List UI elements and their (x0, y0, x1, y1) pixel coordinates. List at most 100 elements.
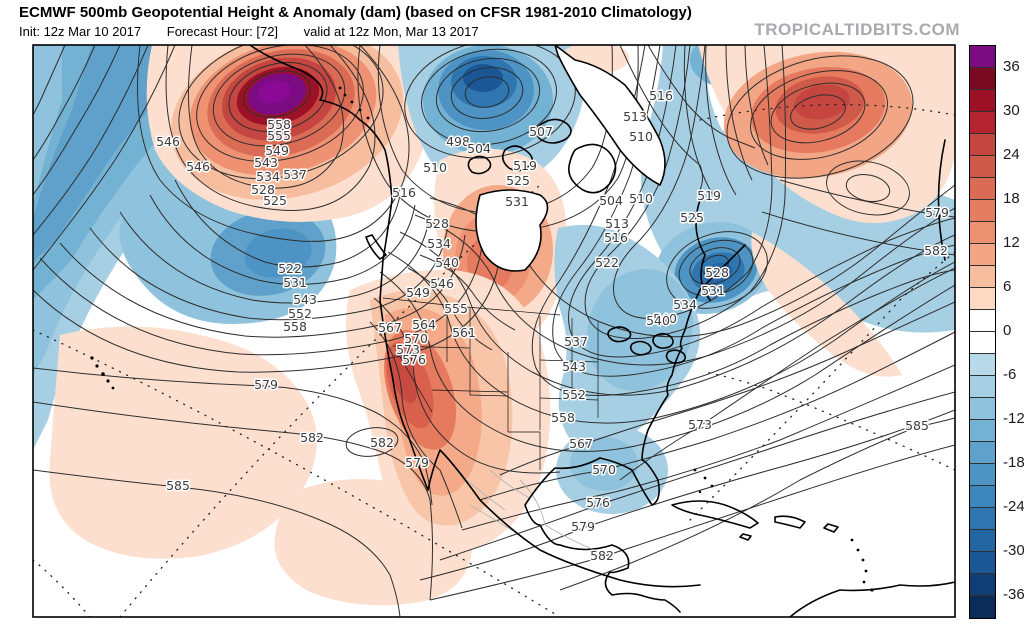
contour-label: 582 (300, 430, 324, 445)
contour-line (387, 251, 955, 424)
contour-line (826, 160, 910, 216)
colorbar-tick-label: -6 (1003, 366, 1017, 383)
anomaly-fill-region (257, 80, 291, 104)
graticule-line (704, 371, 955, 471)
colorbar-tick-label: -12 (1003, 410, 1024, 427)
contour-label: 519 (697, 188, 721, 203)
contour-label: 528 (251, 182, 275, 197)
contour-label: 561 (452, 325, 476, 340)
contour-line (174, 179, 401, 268)
contour-line (178, 45, 384, 180)
contour-line (165, 45, 376, 211)
colorbar-tick-label: -30 (1003, 542, 1024, 559)
island-dot (95, 364, 99, 368)
coastline (629, 340, 652, 356)
coastline (535, 118, 572, 144)
subtitle-line: Init: 12z Mar 10 2017 Forecast Hour: [72… (19, 24, 501, 39)
colorbar-segment (970, 530, 995, 552)
contour-label: 546 (156, 134, 180, 149)
colorbar-tick-label: 18 (1003, 190, 1020, 207)
contour-line (243, 70, 311, 118)
mexico-state-border (489, 469, 531, 499)
colorbar-segment (970, 310, 995, 332)
contour-line (33, 401, 433, 601)
contour-label: 573 (396, 342, 420, 357)
colorbar-segment (970, 134, 995, 156)
contour-line (726, 55, 914, 179)
colorbar-segment (970, 178, 995, 200)
colorbar-segment (970, 398, 995, 420)
colorbar-segment (970, 112, 995, 134)
state-border (469, 394, 509, 397)
coastline (774, 515, 806, 529)
contour-label: 510 (423, 160, 447, 175)
coastline (567, 143, 617, 194)
coastline (652, 332, 674, 349)
contour-label: 576 (586, 495, 610, 510)
contour-label: 534 (427, 236, 451, 251)
coastline (695, 199, 711, 301)
colorbar-segment (970, 552, 995, 574)
contour-line (429, 444, 955, 601)
contour-label: 552 (288, 306, 312, 321)
island-dot (870, 588, 874, 592)
contour-label: 585 (905, 418, 929, 433)
colorbar-tick-label: 0 (1003, 322, 1012, 339)
state-border (508, 431, 541, 470)
contour-line (744, 45, 769, 166)
contour-label: 537 (283, 167, 307, 182)
contour-line (407, 267, 493, 351)
contour-label: 549 (265, 143, 289, 158)
init-time: Init: 12z Mar 10 2017 (19, 24, 142, 39)
contour-line (33, 45, 176, 271)
contour-label: 510 (629, 191, 653, 206)
contour-line (479, 331, 955, 501)
island-dot (338, 86, 342, 90)
island-dot (343, 93, 347, 97)
contour-label: 543 (293, 292, 317, 307)
contour-line (33, 367, 433, 506)
contour-label: 579 (405, 455, 429, 470)
contour-label: 528 (705, 265, 729, 280)
contour-line (33, 45, 149, 236)
contour-line (345, 427, 399, 457)
colorbar-segment (970, 200, 995, 222)
contour-line (59, 234, 466, 338)
contour-label: 567 (378, 320, 402, 335)
anomaly-fill-region (390, 353, 418, 403)
contour-label: 582 (370, 435, 394, 450)
coastline (559, 544, 681, 613)
colorbar-segment (970, 266, 995, 288)
coastline (475, 189, 549, 272)
coastline (554, 45, 666, 186)
island-dots (90, 86, 874, 592)
island-dot (850, 538, 854, 542)
colorbar-segment (970, 420, 995, 442)
island-dot (864, 569, 868, 573)
watermark-text: TROPICALTIDBITS.COM (754, 20, 960, 39)
page-title: ECMWF 500mb Geopotential Height & Anomal… (19, 4, 692, 21)
contour-line (461, 364, 955, 531)
contour-line (137, 45, 410, 242)
colorbar-segment (970, 332, 995, 354)
contour-label: 513 (623, 109, 647, 124)
contour-label: 540 (435, 255, 459, 270)
island-dot (693, 468, 697, 472)
coastline (501, 145, 533, 172)
contour-label: 558 (551, 410, 575, 425)
anomaly-fill-region (751, 232, 902, 377)
coastline (249, 45, 701, 588)
contour-line (33, 254, 501, 373)
contour-line (439, 391, 955, 561)
contour-line (790, 94, 846, 130)
contour-label: 519 (513, 158, 537, 173)
coastlines (249, 45, 955, 617)
contour-label: 570 (404, 331, 428, 346)
coastline (607, 326, 632, 343)
state-borders (382, 297, 599, 470)
contour-label: 546 (430, 276, 454, 291)
contour-label: 564 (412, 317, 436, 332)
anomaly-fill-region (49, 326, 317, 559)
contour-line (379, 271, 955, 452)
